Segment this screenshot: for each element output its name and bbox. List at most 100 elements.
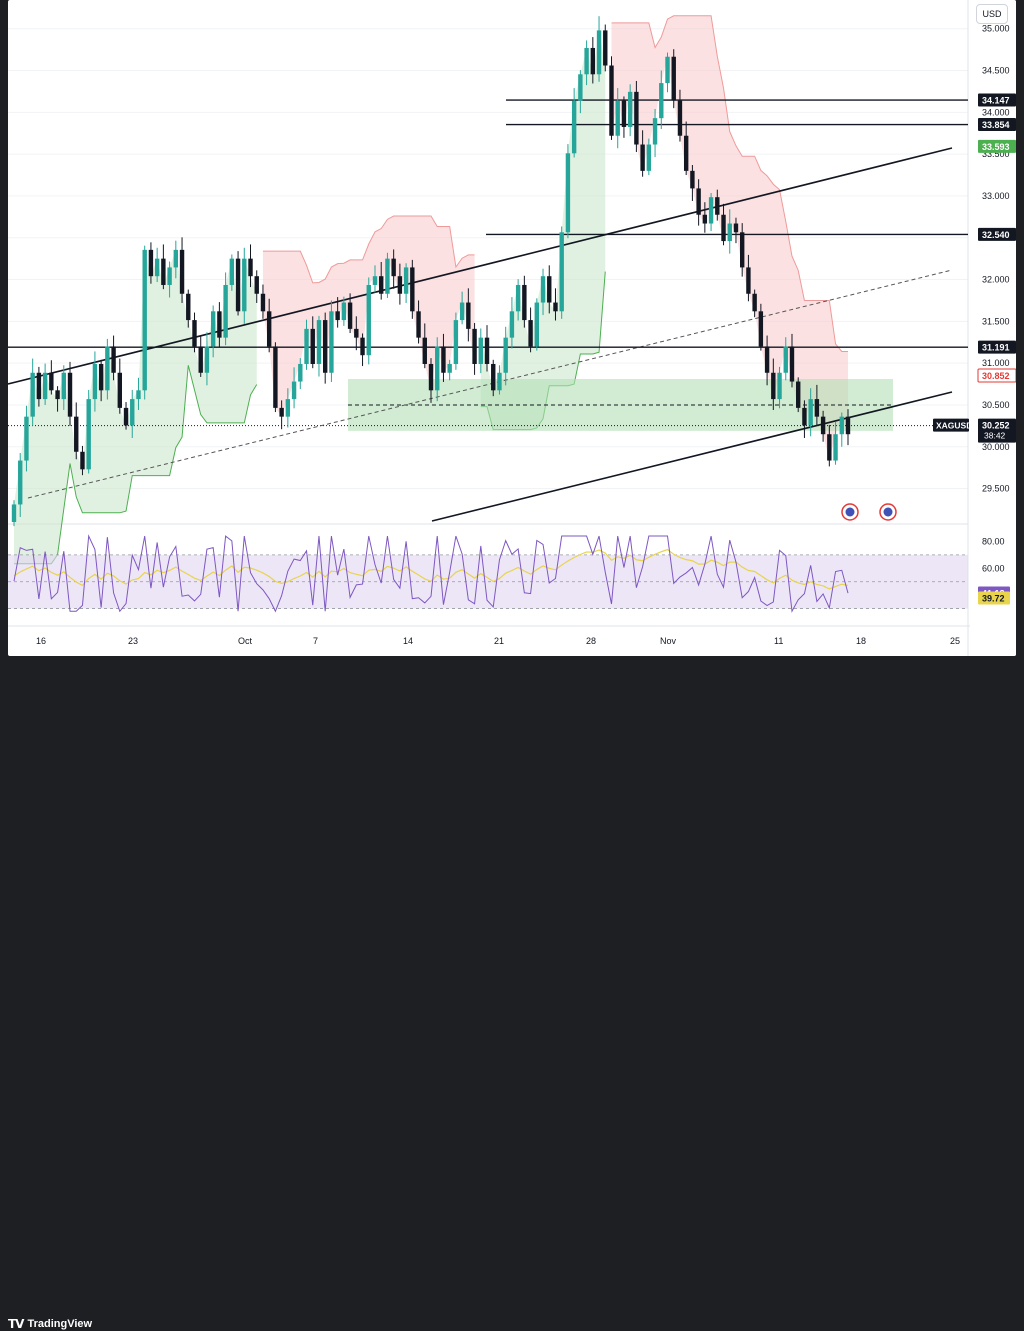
brand-label: TradingView (27, 1318, 93, 1330)
candle-body (266, 311, 272, 347)
candle-body (24, 416, 29, 461)
candle-body (30, 372, 35, 417)
candle-body (646, 144, 652, 171)
candle-body (764, 346, 770, 373)
x-tick-label: 21 (494, 636, 504, 646)
candle-body (148, 249, 154, 277)
price-tag-label: 33.593 (982, 142, 1010, 152)
candle-body (503, 337, 508, 373)
countdown-label: 38:42 (984, 431, 1006, 441)
resistance-band-2-fill (611, 15, 848, 461)
candle-body (354, 328, 359, 338)
candle-body (74, 416, 79, 452)
candle-body (540, 276, 546, 303)
x-tick-label: 16 (36, 636, 46, 646)
rsi-tick-label: 80.00 (982, 536, 1005, 546)
footer-bar: 𝗧𝗩 TradingView (0, 656, 1024, 1331)
candle-body (428, 363, 434, 391)
tv-mark-icon: 𝗧𝗩 (8, 1317, 25, 1331)
price-tag (977, 368, 1016, 383)
candle-body (758, 311, 764, 347)
candle-body (553, 302, 558, 312)
candle-body (285, 399, 291, 417)
y-tick-label: 34.000 (982, 107, 1010, 117)
candle-body (739, 232, 745, 268)
candle-body (379, 276, 384, 294)
currency-button[interactable]: USD (976, 4, 1008, 24)
chart-frame: 35.00034.50034.00033.50033.00032.50032.0… (8, 0, 1016, 656)
candle-body (715, 197, 720, 215)
y-tick-label: 33.000 (982, 191, 1010, 201)
candle-body (98, 363, 104, 391)
upper-trendline (8, 147, 953, 385)
candle-body (665, 56, 670, 84)
candle-body (814, 399, 820, 417)
candle-body (316, 320, 322, 364)
candle-body (242, 258, 247, 312)
candle-body (322, 320, 328, 373)
candle-body (671, 56, 676, 101)
x-tick-label: 23 (128, 636, 138, 646)
candle-body (335, 311, 340, 321)
candle-body (161, 258, 166, 285)
x-tick-label: 11 (774, 636, 783, 646)
candle-body (42, 372, 48, 400)
candlestick-chart[interactable]: 35.00034.50034.00033.50033.00032.50032.0… (8, 0, 1016, 656)
candle-body (347, 302, 353, 329)
candle-body (634, 91, 639, 145)
candle-body (596, 30, 602, 75)
candle-body (123, 407, 129, 426)
candle-body (341, 302, 347, 321)
candle-body (360, 337, 365, 356)
candle-body (484, 337, 490, 364)
candle-body (802, 407, 807, 426)
candle-body (565, 153, 571, 233)
candle-body (808, 399, 813, 426)
candle-body (36, 372, 42, 400)
y-tick-label: 32.000 (982, 275, 1010, 285)
candle-body (273, 346, 278, 408)
candle-body (528, 320, 533, 347)
candle-body (584, 47, 589, 75)
last-price-tag (978, 418, 1016, 443)
candle-body (472, 328, 477, 364)
candle-body (298, 363, 303, 382)
trailing-stop-bands (14, 15, 848, 565)
candle-body (789, 346, 795, 382)
candle-body (385, 258, 390, 294)
candle-body (771, 372, 776, 400)
candle-body (235, 258, 241, 312)
price-axis-bg (970, 0, 1016, 656)
candle-body (447, 363, 452, 373)
candle-body (167, 267, 172, 285)
price-tag-label: 33.854 (982, 120, 1010, 130)
candle-body (61, 372, 66, 400)
candle-body (702, 214, 708, 224)
candle-body (217, 311, 222, 338)
candle-body (733, 223, 739, 233)
price-tag (978, 340, 1016, 354)
candle-body (453, 320, 459, 364)
tradingview-logo[interactable]: 𝗧𝗩 TradingView (8, 1317, 92, 1331)
candle-body (49, 372, 54, 391)
x-tick-label: 28 (586, 636, 596, 646)
candle-body (67, 372, 73, 417)
candle-body (690, 170, 695, 189)
candle-body (210, 311, 216, 347)
price-axis: 35.00034.50034.00033.50033.00032.50032.0… (933, 0, 1016, 656)
candle-body (777, 372, 782, 400)
candle-body (403, 267, 409, 294)
lower-trendline (431, 391, 953, 522)
candle-body (820, 416, 826, 435)
candle-body (105, 346, 110, 391)
candle-body (441, 346, 446, 373)
candle-body (179, 249, 185, 294)
y-tick-label: 29.500 (982, 484, 1010, 494)
candle-body (603, 30, 608, 66)
symbol-label: XAGUSD (936, 421, 972, 431)
candle-body (746, 267, 751, 294)
candle-body (329, 311, 334, 373)
candle-body (590, 47, 596, 75)
candle-body (652, 118, 658, 145)
candle-body (173, 249, 179, 268)
